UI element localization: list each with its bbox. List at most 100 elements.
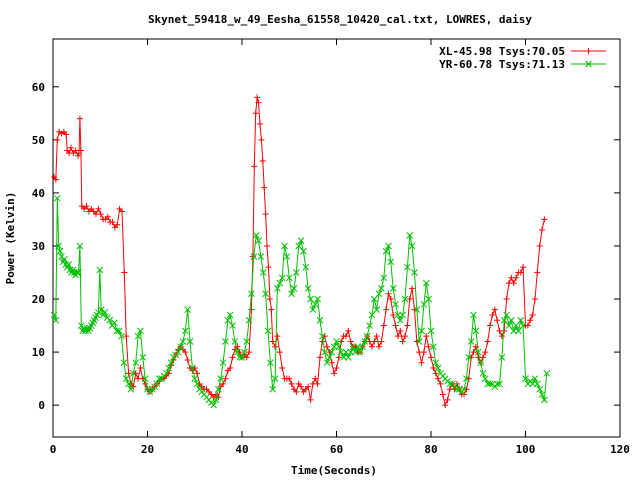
data-point [111, 319, 118, 327]
data-point [50, 311, 58, 319]
data-point [385, 290, 392, 297]
data-point [345, 327, 352, 334]
data-point [290, 285, 298, 292]
data-point [184, 306, 192, 313]
data-point [541, 216, 548, 223]
data-point [288, 380, 295, 387]
data-point [465, 354, 473, 361]
data-point [257, 253, 265, 260]
data-point [229, 322, 236, 329]
data-point [76, 115, 83, 122]
data-point [285, 274, 293, 282]
legend-label: XL-45.98 Tsys:70.05 [439, 45, 565, 58]
data-point [55, 242, 63, 250]
data-point [186, 338, 194, 345]
data-point [314, 380, 321, 387]
data-point [53, 194, 61, 202]
data-point [238, 354, 246, 361]
data-point [318, 332, 326, 340]
data-point [420, 349, 427, 356]
data-point [252, 231, 260, 239]
data-point [496, 380, 503, 388]
data-point [392, 300, 399, 308]
data-point [335, 354, 342, 361]
data-point [274, 285, 281, 292]
data-point [425, 343, 432, 350]
data-point [376, 343, 383, 350]
data-point [101, 308, 109, 316]
data-point [432, 370, 439, 377]
data-point [141, 375, 149, 382]
data-point [272, 343, 279, 350]
data-point [359, 343, 366, 351]
data-point [342, 333, 349, 340]
data-point [531, 296, 538, 303]
data-point [385, 242, 392, 250]
data-point [115, 327, 123, 335]
data-point [394, 311, 402, 319]
data-point [356, 348, 364, 356]
data-point [113, 327, 121, 335]
data-point [420, 300, 428, 308]
data-point [182, 349, 189, 356]
data-point [510, 280, 517, 287]
y-tick-label: 20 [32, 293, 45, 306]
data-point [487, 322, 494, 329]
data-point [409, 285, 416, 292]
x-tick-label: 60 [330, 443, 343, 456]
data-point [153, 380, 161, 388]
data-point [234, 343, 241, 350]
data-point [118, 208, 125, 215]
data-point [427, 327, 435, 335]
data-point [307, 295, 314, 303]
data-point [406, 296, 413, 303]
data-point [305, 383, 312, 390]
data-point [481, 375, 489, 382]
data-point [155, 375, 163, 382]
y-tick-label: 60 [32, 81, 45, 94]
data-point [95, 205, 102, 212]
data-point [279, 365, 286, 372]
data-point [236, 354, 243, 361]
data-point [321, 348, 329, 356]
data-point [366, 322, 373, 329]
data-point [254, 94, 261, 101]
data-point [191, 375, 199, 382]
data-point [309, 306, 317, 313]
data-point [493, 380, 501, 388]
data-point [411, 269, 418, 276]
legend-label: YR-60.78 Tsys:71.13 [439, 58, 565, 71]
data-point [264, 242, 271, 249]
data-point [498, 333, 505, 340]
data-point [340, 354, 347, 361]
data-point [281, 242, 288, 250]
data-point [222, 375, 229, 382]
data-point [368, 311, 376, 319]
x-tick-label: 0 [50, 443, 57, 456]
data-point [406, 231, 414, 239]
data-point [467, 338, 475, 345]
data-point [474, 348, 482, 356]
data-point [418, 327, 425, 335]
data-point [278, 274, 286, 282]
data-point [300, 247, 307, 255]
data-point [527, 317, 534, 324]
data-point [104, 213, 111, 220]
series-2 [50, 194, 551, 409]
data-point [402, 333, 409, 340]
data-point [75, 269, 82, 276]
data-point [250, 253, 258, 260]
data-point [210, 401, 218, 409]
data-point [491, 306, 498, 313]
legend-swatch-marker [585, 60, 592, 68]
data-point [262, 290, 269, 298]
data-point [342, 348, 350, 356]
data-point [243, 338, 251, 345]
data-point [129, 369, 137, 377]
data-point [484, 380, 492, 388]
data-point [120, 359, 128, 367]
data-point [361, 338, 369, 345]
data-point [54, 136, 61, 143]
data-point [261, 184, 268, 191]
